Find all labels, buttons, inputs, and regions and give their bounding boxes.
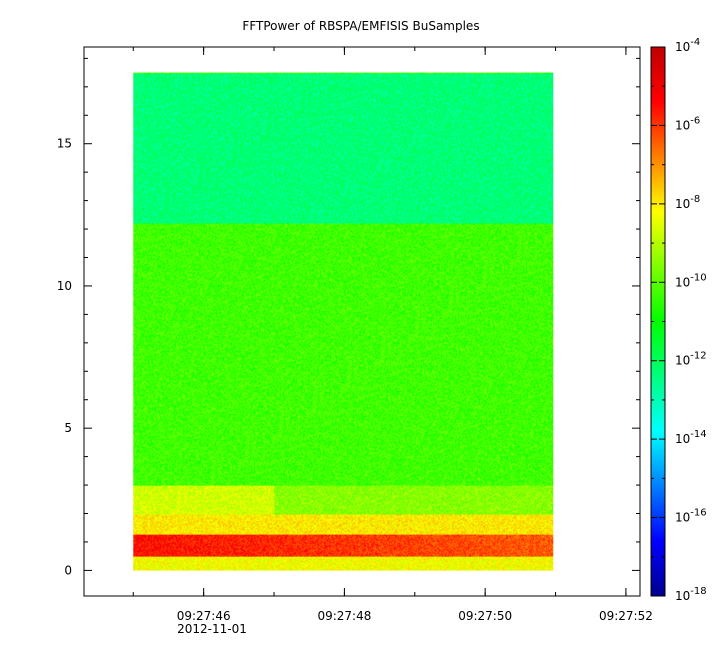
colorbar-tick-label: 10-12: [675, 351, 707, 368]
colorbar-tick-label: 10-4: [675, 37, 700, 54]
colorbar-tick-label: 10-6: [675, 115, 700, 132]
spectrogram-image: [133, 72, 554, 571]
colorbar-tick-label: 10-16: [675, 508, 707, 525]
colorbar-tick-label: 10-14: [675, 429, 707, 446]
y-tick-label: 5: [64, 421, 72, 435]
x-tick-label: 09:27:48: [317, 609, 371, 623]
x-axis: 09:27:46 09:27:48 09:27:50 09:27:52: [132, 47, 653, 623]
y-tick-label: 0: [64, 563, 72, 577]
colorbar-tick-label: 10-8: [675, 194, 700, 211]
x-axis-date-label: 2012-11-01: [177, 622, 247, 636]
colorbar-tick-label: 10-10: [675, 272, 707, 289]
y-tick-label: 15: [57, 137, 72, 151]
y-axis: 0 5 10 15: [57, 57, 640, 577]
x-tick-label: 09:27:52: [599, 609, 653, 623]
x-tick-label: 09:27:50: [458, 609, 512, 623]
colorbar-tick-label: 10-18: [675, 586, 707, 603]
chart-title: FFTPower of RBSPA/EMFISIS BuSamples: [242, 19, 479, 33]
plot-area: [83, 46, 641, 597]
y-tick-label: 10: [57, 279, 72, 293]
colorbar: 10-18 10-16 10-14 10-12 10-10 10-8 10-6 10-4: [650, 37, 707, 603]
x-tick-label: 09:27:46: [177, 609, 231, 623]
plot-frame: [83, 46, 641, 597]
